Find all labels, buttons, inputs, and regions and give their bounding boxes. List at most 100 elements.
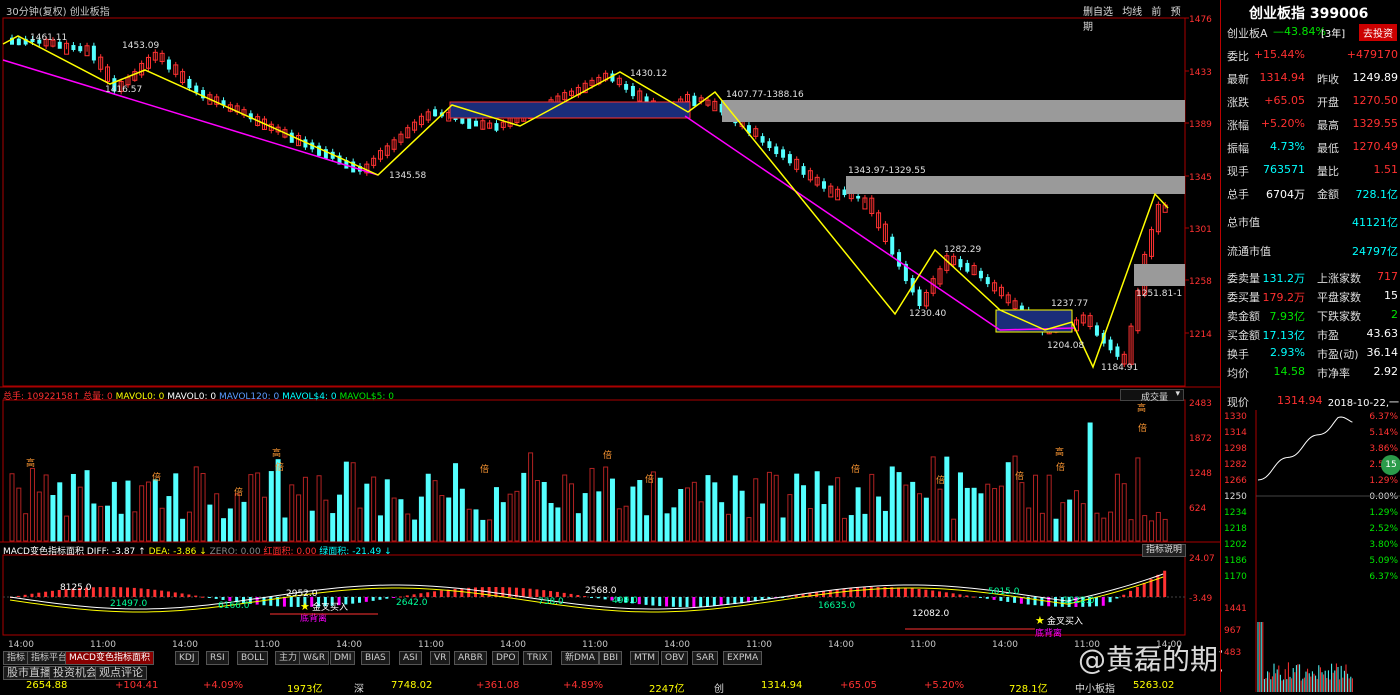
- invest-button[interactable]: 去投资: [1359, 24, 1397, 41]
- macd-bar: [651, 597, 654, 606]
- indicator-tab[interactable]: ARBR: [454, 651, 487, 665]
- macd-bar: [931, 590, 934, 597]
- main-chart[interactable]: 1476 1433 1389 1345 1301 1258 1214 2483 1872 1248…: [0, 0, 1220, 692]
- macd-bar: [378, 597, 381, 600]
- macd-value-label: 2642.0: [396, 598, 428, 608]
- macd-bar: [1136, 587, 1139, 597]
- price-tick-label: 1301: [1189, 225, 1212, 235]
- chart-title-bar: 30分钟(复权) 创业板指 删自选 均线 前 预期: [0, 0, 1185, 18]
- mini-right-tick: 3.80%: [1369, 540, 1398, 550]
- quote-value: +479170: [1347, 48, 1398, 61]
- macd-bar: [194, 596, 197, 597]
- indicator-tab[interactable]: 主力: [275, 651, 301, 665]
- quote-label: 委卖量: [1227, 270, 1260, 286]
- indicator-tab[interactable]: W&R: [299, 651, 329, 665]
- mini-badge[interactable]: 15: [1381, 455, 1400, 475]
- macd-bar: [856, 588, 859, 597]
- indicator-tab[interactable]: EXPMA: [723, 651, 762, 665]
- volume-bar: [549, 503, 553, 541]
- indicator-tab[interactable]: 指标: [3, 651, 29, 665]
- candle-down: [761, 136, 765, 143]
- quote-value: 2: [1391, 308, 1398, 321]
- sub-tab[interactable]: 观点评论: [95, 666, 147, 680]
- candle-down: [624, 84, 628, 90]
- quote-label: 总手: [1227, 186, 1249, 202]
- time-tick-label: 14:00: [172, 640, 198, 650]
- volume-bar: [1054, 519, 1058, 541]
- quote-value: 36.14: [1367, 346, 1399, 359]
- time-tick-label: 11:00: [90, 640, 116, 650]
- macd-dea: DEA: -3.86 ↓: [149, 547, 207, 557]
- volume-mark: 倍: [851, 463, 860, 475]
- ma-button[interactable]: 均线: [1122, 7, 1142, 18]
- indicator-tab[interactable]: BBI: [599, 651, 622, 665]
- candle-down: [781, 149, 785, 157]
- candle-down: [433, 109, 437, 116]
- volume-bar: [447, 498, 451, 541]
- candle-down: [187, 79, 191, 88]
- indicator-tab[interactable]: SAR: [692, 651, 718, 665]
- macd-bar: [153, 590, 156, 597]
- quote-value: 7.93亿: [1270, 308, 1306, 324]
- volume-bar: [474, 510, 478, 541]
- indicator-tab[interactable]: ASI: [399, 651, 422, 665]
- quote-value: 15: [1384, 289, 1398, 302]
- volume-tick-label: 1872: [1189, 434, 1212, 444]
- delete-watch-button[interactable]: 删自选: [1083, 7, 1113, 18]
- macd-bar: [419, 593, 422, 597]
- quote-row: 涨幅 +5.20% 最高 1329.55: [1221, 114, 1400, 134]
- quote-label: 开盘: [1317, 94, 1339, 110]
- macd-value-label: 2568.0: [585, 586, 617, 596]
- indicator-tab[interactable]: 新DMA: [561, 651, 599, 665]
- volume-tick-label: 1248: [1189, 469, 1212, 479]
- volume-indicator-bar: 总手: 10922158↑ 总量: 0 MAVOL0: 0 MAVOL0: 0 …: [3, 389, 394, 402]
- mini-right-tick: 0.00%: [1369, 492, 1398, 502]
- ticker-item: 728.1亿: [1009, 680, 1048, 695]
- mini-right-tick: 5.14%: [1369, 428, 1398, 438]
- sub-tab[interactable]: 股市直播: [3, 666, 55, 680]
- volume-bar: [829, 486, 833, 541]
- price-annotation: 1237.77: [1051, 299, 1088, 309]
- indicator-tab[interactable]: DMI: [330, 651, 355, 665]
- volume-mark: 高: [1055, 446, 1064, 458]
- prev-button[interactable]: 前: [1151, 7, 1161, 18]
- macd-bar: [945, 592, 948, 597]
- indicator-help-button[interactable]: 指标说明: [1142, 544, 1186, 557]
- indicator-tab[interactable]: MTM: [630, 651, 659, 665]
- resistance-zone: [722, 100, 1185, 122]
- indicator-tab[interactable]: DPO: [492, 651, 519, 665]
- ticker-item: +5.20%: [924, 680, 964, 691]
- mini-left-tick: 1202: [1224, 540, 1247, 550]
- mini-left-tick: 1314: [1224, 428, 1247, 438]
- volume-bar: [126, 481, 130, 541]
- quote-row: 涨跌 +65.05 开盘 1270.50: [1221, 91, 1400, 111]
- quote-label: 平盘家数: [1317, 289, 1361, 305]
- indicator-tab[interactable]: VR: [430, 651, 450, 665]
- indicator-tab[interactable]: BOLL: [237, 651, 268, 665]
- macd-bar: [699, 597, 702, 607]
- macd-bar: [979, 597, 982, 598]
- volume-mark: 高: [26, 457, 35, 469]
- indicator-tab[interactable]: RSI: [206, 651, 229, 665]
- intraday-mini-chart[interactable]: 1330 1314 1298 1282 1266 1250 1234 1218 1202 1186…: [1222, 410, 1400, 692]
- volume-bar: [119, 514, 123, 541]
- volume-type-dropdown[interactable]: 成交量 ▾: [1120, 389, 1184, 401]
- mini-left-tick: 1186: [1224, 556, 1247, 566]
- macd-bar: [665, 597, 668, 606]
- macd-bar: [372, 597, 375, 601]
- time-tick-label: 14:00: [336, 640, 362, 650]
- volume-bar: [815, 472, 819, 541]
- indicator-tab[interactable]: TRIX: [523, 651, 552, 665]
- macd-value-label: 21497.0: [110, 599, 147, 609]
- indicator-tab[interactable]: BIAS: [361, 651, 390, 665]
- indicator-tab[interactable]: OBV: [661, 651, 688, 665]
- indicator-tab[interactable]: KDJ: [175, 651, 199, 665]
- macd-bar: [474, 587, 477, 597]
- macd-bar: [440, 590, 443, 597]
- mini-left-tick: 967: [1224, 626, 1241, 636]
- sub-tab[interactable]: 投资机会: [49, 666, 101, 680]
- macd-zero: ZERO: 0.00: [210, 547, 261, 557]
- macd-bar: [986, 597, 989, 599]
- indicator-tab[interactable]: MACD变色指标面积: [65, 651, 154, 665]
- quote-row: 总手 6704万 金额 728.1亿: [1221, 183, 1400, 203]
